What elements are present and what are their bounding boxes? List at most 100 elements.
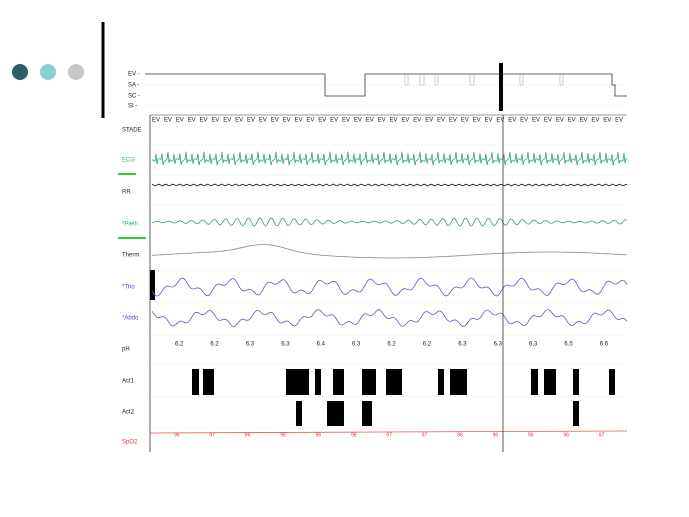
tho-trace <box>151 277 628 297</box>
abdo-trace <box>151 309 628 327</box>
rr-trace <box>151 183 627 187</box>
stage-label: EV <box>580 118 588 124</box>
stage-label: EV <box>473 118 481 124</box>
spo2-value: 96 <box>245 432 251 438</box>
channel-label: Act1 <box>122 379 135 385</box>
channel-label: Act2 <box>122 410 135 416</box>
spo2-value: 97 <box>386 432 392 438</box>
channel-bar <box>118 237 146 239</box>
dot <box>40 64 56 80</box>
spo2-value: 96 <box>280 432 286 438</box>
stage-label: EV <box>485 118 493 124</box>
spo2-value: 96 <box>528 432 534 438</box>
hypno-label: SI - <box>128 104 137 110</box>
stage-label: EV <box>568 118 576 124</box>
stage-label: EV <box>615 118 623 124</box>
ph-value: 6.3 <box>246 342 255 348</box>
stage-label: EV <box>413 118 421 124</box>
spo2-value: 96 <box>316 432 322 438</box>
channel-label: *Abdo <box>122 316 139 322</box>
stage-label: EV <box>544 118 552 124</box>
stage-label: EV <box>235 118 243 124</box>
act1-events <box>192 369 615 395</box>
hypnogram: EV - SA - SC - SI - <box>128 63 627 111</box>
ph-value: 6.2 <box>387 342 396 348</box>
dot <box>68 64 84 80</box>
stage-label: EV <box>425 118 433 124</box>
stage-label: EV <box>152 118 160 124</box>
spo2-value: 97 <box>599 432 605 438</box>
stage-label: EV <box>366 118 374 124</box>
stage-label: EV <box>354 118 362 124</box>
stage-label: EV <box>295 118 303 124</box>
channel-label: SpO2 <box>122 440 138 446</box>
stage-label: EV <box>283 118 291 124</box>
stage-label: EV <box>164 118 172 124</box>
stage-label: EV <box>259 118 267 124</box>
stage-label: EV <box>401 118 409 124</box>
pleth-trace <box>151 217 628 227</box>
marker <box>150 270 155 300</box>
ph-value: 6.3 <box>352 342 361 348</box>
channel-label: *Pleth <box>122 222 138 228</box>
ph-value: 6.3 <box>458 342 467 348</box>
stage-label: EV <box>461 118 469 124</box>
stage-label: EV <box>556 118 564 124</box>
ph-value: 6.2 <box>210 342 219 348</box>
channel-label: ECG <box>122 158 135 164</box>
stage-label: EV <box>390 118 398 124</box>
stage-label: EV <box>200 118 208 124</box>
therm-trace <box>151 244 627 259</box>
stage-label: EV <box>591 118 599 124</box>
stage-label: EV <box>223 118 231 124</box>
stage-label: EV <box>271 118 279 124</box>
ph-value: 6.3 <box>494 342 503 348</box>
hypno-label: EV - <box>128 72 140 78</box>
spo2-value: 96 <box>457 432 463 438</box>
spo2-value: 96 <box>563 432 569 438</box>
ph-value: 6.3 <box>529 342 538 348</box>
channel-label: Therm <box>122 253 139 259</box>
hypnogram-trace <box>145 73 627 97</box>
stage-label: EV <box>496 118 504 124</box>
ph-value: 6.2 <box>175 342 184 348</box>
spo2-value: 97 <box>422 432 428 438</box>
stage-label: EV <box>211 118 219 124</box>
spo2-value: 96 <box>493 432 499 438</box>
channel-label: RR <box>122 190 131 196</box>
spo2-value: 96 <box>351 432 357 438</box>
stage-label: EV <box>306 118 314 124</box>
spo2-value: 97 <box>209 432 215 438</box>
stage-label: EV <box>188 118 196 124</box>
spo2-trace <box>149 430 628 434</box>
stage-label: EV <box>532 118 540 124</box>
channel-label: STADE <box>122 128 142 134</box>
stage-label: EV <box>449 118 457 124</box>
channel-label: pH <box>122 347 130 353</box>
stage-label: EV <box>247 118 255 124</box>
ph-value: 6.2 <box>423 342 432 348</box>
hypno-label: SA - <box>128 83 139 89</box>
ph-value: 6.4 <box>317 342 326 348</box>
hypnogram-trace <box>404 74 564 86</box>
hypno-marker <box>499 63 503 111</box>
channel-bar <box>118 173 136 175</box>
stage-label: EV <box>508 118 516 124</box>
ecg-trace <box>151 151 628 166</box>
ph-value: 6.5 <box>564 342 573 348</box>
hypno-label: SC - <box>128 94 140 100</box>
stage-label: EV <box>330 118 338 124</box>
ph-value: 6.6 <box>600 342 609 348</box>
stage-label: EV <box>342 118 350 124</box>
stage-label: EV <box>378 118 386 124</box>
act2-events <box>296 401 579 426</box>
stage-label: EV <box>520 118 528 124</box>
channel-label: *Tho <box>122 285 135 291</box>
stage-label: EV <box>176 118 184 124</box>
stage-label: EV <box>318 118 326 124</box>
ph-value: 6.3 <box>281 342 290 348</box>
spo2-value: 96 <box>174 432 180 438</box>
stage-label: EV <box>603 118 611 124</box>
dot <box>12 64 28 80</box>
